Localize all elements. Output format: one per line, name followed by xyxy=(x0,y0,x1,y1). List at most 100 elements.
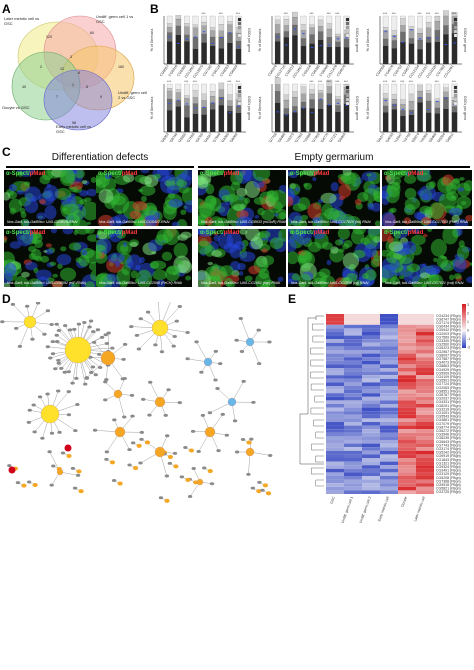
micrograph-image xyxy=(198,229,286,287)
svg-text:7: 7 xyxy=(56,95,58,99)
gene-row-label: CG9324 (FBgn) xyxy=(436,465,461,469)
mean-marker xyxy=(319,45,322,47)
network-node xyxy=(117,481,123,486)
bar-segment xyxy=(335,105,341,112)
significance-mark: *** xyxy=(435,80,440,84)
mean-marker xyxy=(393,35,396,37)
category-tick: CG4076 xyxy=(384,64,395,77)
heatmap-cell xyxy=(326,472,344,476)
bar-segment xyxy=(382,112,389,133)
bar-segment xyxy=(274,19,281,25)
heatmap-cell xyxy=(416,371,434,376)
heatmap-cell xyxy=(344,483,362,487)
mean-marker xyxy=(418,97,422,99)
bar-segment xyxy=(184,15,190,24)
micrograph-8: α-Spect/pMad Nos-Gal4; tub-Gal80ts> UAS-C… xyxy=(198,229,286,287)
heatmap-cell xyxy=(362,346,380,350)
mean-marker xyxy=(410,112,413,114)
bar-segment xyxy=(166,90,173,100)
bar-segment xyxy=(417,102,423,133)
heatmap-cell xyxy=(380,407,398,412)
genotype-label: Nos-Gal4; tub-Gal80ts> UAS-CG17829 (hb) … xyxy=(291,220,371,224)
bar-segment xyxy=(166,87,173,91)
category-tick: CG6069 xyxy=(228,132,239,142)
micrograph-5: α-Spect/pMad Nos-Gal4; tub-Gal80ts> UAS-C… xyxy=(198,170,286,226)
heatmap-cell xyxy=(326,443,344,448)
network-leaf-node xyxy=(49,431,55,435)
network-leaf-node xyxy=(234,450,240,454)
network-leaf-node xyxy=(53,367,58,371)
gene-row-label: CG4881 (FBgn) xyxy=(436,418,461,422)
mean-marker xyxy=(401,108,405,110)
network-node xyxy=(78,489,84,494)
network-leaf-node xyxy=(54,322,59,326)
y-axis-label: % of Germaria xyxy=(258,97,262,120)
category-tick: CG4008 xyxy=(375,64,386,77)
bar-segment xyxy=(443,83,449,88)
bar-segment xyxy=(443,108,449,133)
bar-segment xyxy=(391,109,398,133)
network-node xyxy=(262,483,269,488)
bar-segment xyxy=(382,105,389,113)
bar-segment xyxy=(201,25,207,34)
category-tick: CG7121 xyxy=(327,132,338,142)
heatmap-cell xyxy=(362,314,380,318)
bar-segment xyxy=(317,108,324,133)
bar-segment xyxy=(382,98,389,106)
heatmap-cell xyxy=(362,368,380,372)
network-leaf-node xyxy=(234,338,239,342)
heatmap-cell xyxy=(416,458,434,462)
micrograph-9: α-Spect/pMad Nos-Gal4; tub-Gal80ts> UAS-C… xyxy=(288,229,380,287)
bar-segment xyxy=(434,41,441,65)
significance-mark: *** xyxy=(327,12,332,16)
heatmap-cell xyxy=(416,328,434,332)
category-tick: CG10364 xyxy=(417,132,429,142)
heatmap-cell xyxy=(398,440,416,444)
heatmap-cell xyxy=(398,458,416,462)
bar-segment xyxy=(166,110,173,133)
heatmap-cell xyxy=(326,321,344,325)
bar-segment xyxy=(309,15,315,25)
heatmap-cell xyxy=(344,432,362,437)
heatmap-cell xyxy=(380,371,398,376)
bar-segment xyxy=(209,109,216,133)
significance-mark: *** xyxy=(309,12,314,16)
heatmap-cell xyxy=(362,328,380,332)
network-leaf-node xyxy=(10,302,16,306)
significance-mark: *** xyxy=(327,80,332,84)
heatmap-cell xyxy=(344,382,362,386)
bar-segment xyxy=(274,91,281,103)
network-leaf-node xyxy=(129,325,134,329)
heatmap-cell xyxy=(362,400,380,404)
heatmap-cell xyxy=(398,317,416,322)
gene-row-label: CG6272 (FBgn) xyxy=(436,429,461,433)
heatmap-cell xyxy=(380,335,398,340)
network-leaf-node xyxy=(93,373,98,377)
micrograph-image xyxy=(288,170,380,226)
panel-label-e: E xyxy=(288,292,297,306)
heatmap-cell xyxy=(344,472,362,476)
bar-segment xyxy=(425,112,432,133)
svg-text:2: 2 xyxy=(40,65,42,69)
heatmap-cell xyxy=(326,317,344,322)
heatmap-cell xyxy=(326,432,344,437)
stain-spectrin: α-Spect/ xyxy=(290,171,314,177)
network-leaf-node xyxy=(75,473,81,477)
heatmap-cell xyxy=(398,389,416,394)
network-leaf-node xyxy=(91,330,96,334)
bar-segment xyxy=(166,23,173,28)
gene-row-label: CG9915 (FBgn) xyxy=(436,483,461,487)
network-hub-node xyxy=(204,426,216,438)
heatmap-cell xyxy=(344,357,362,361)
legend-swatch xyxy=(237,97,242,102)
heatmap-cell xyxy=(398,321,416,325)
gene-row-label: CG4929 (FBgn) xyxy=(436,368,461,372)
network-leaf-node xyxy=(45,392,50,396)
gene-row-label: CG8774 (FBgn) xyxy=(436,425,461,429)
bar-segment xyxy=(235,48,242,65)
network-leaf-node xyxy=(130,441,136,445)
bar-segment xyxy=(400,18,406,26)
stain-pmad: pMad xyxy=(313,230,330,236)
stain-pmad: pMad xyxy=(121,171,138,177)
significance-mark: *** xyxy=(383,12,388,16)
